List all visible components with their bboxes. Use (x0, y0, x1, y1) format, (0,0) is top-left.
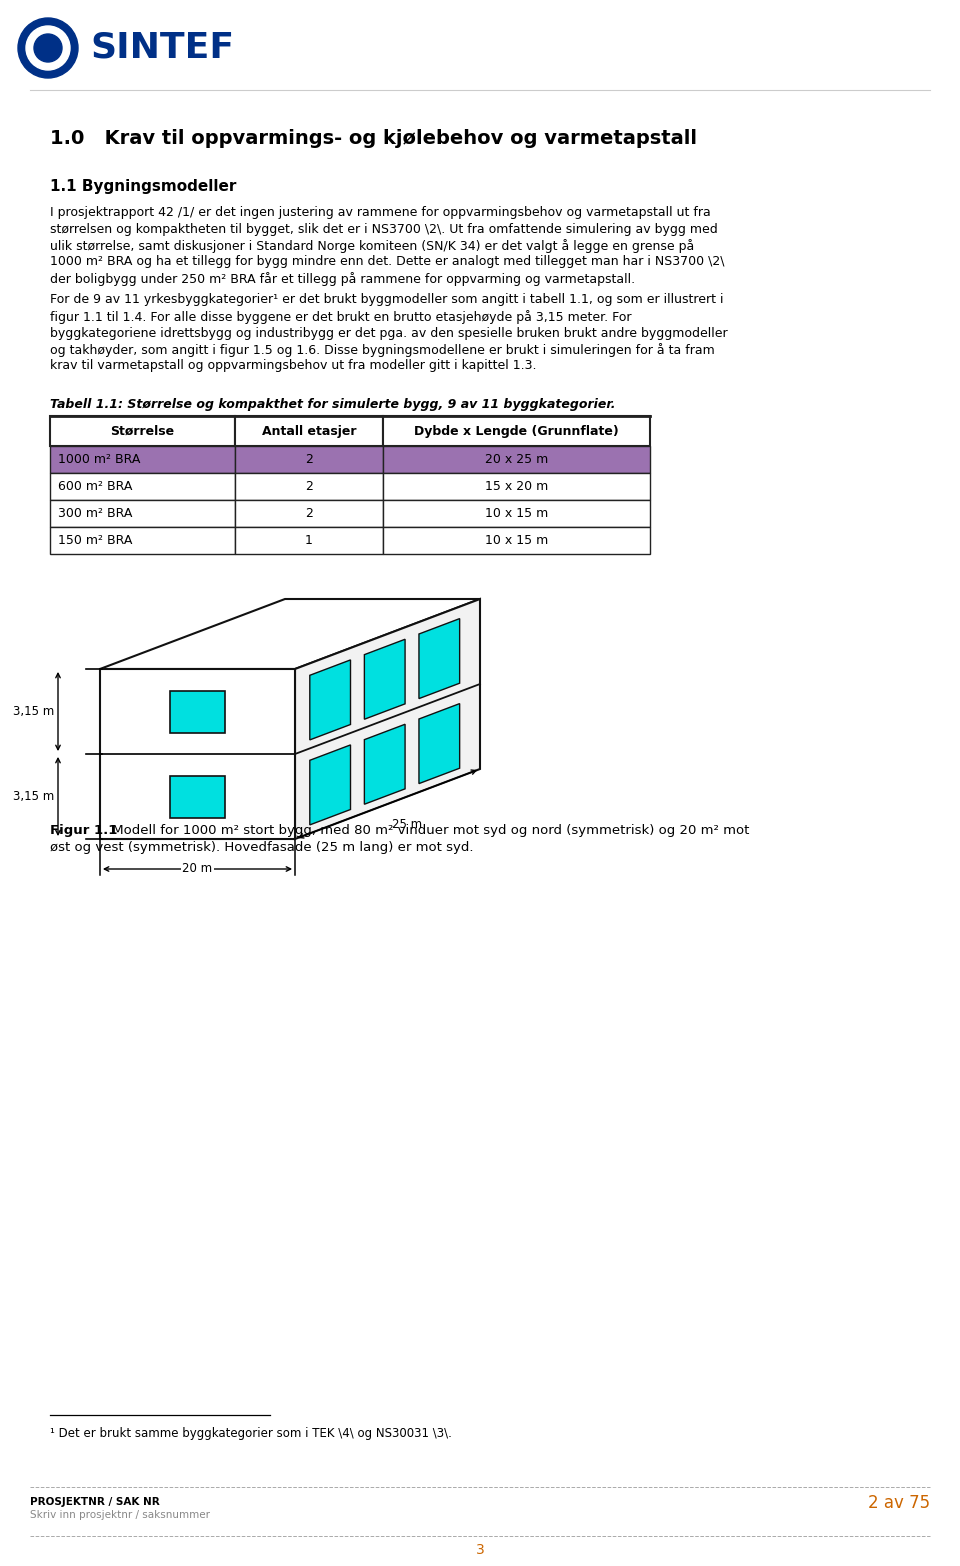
Bar (383, 500, 650, 528)
Bar (170, 691, 225, 733)
Text: Modell for 1000 m² stort bygg, med 80 m² vinduer mot syd og nord (symmetrisk) og: Modell for 1000 m² stort bygg, med 80 m²… (108, 824, 750, 836)
Text: SINTEF: SINTEF (90, 31, 234, 66)
Text: For de 9 av 11 yrkesbyggkategorier¹ er det brukt byggmodeller som angitt i tabel: For de 9 av 11 yrkesbyggkategorier¹ er d… (50, 293, 724, 307)
Text: 10 x 15 m: 10 x 15 m (485, 507, 548, 520)
Bar (383, 473, 650, 500)
Text: 300 m² BRA: 300 m² BRA (58, 507, 132, 520)
Bar (235, 500, 383, 528)
Text: I prosjektrapport 42 /1/ er det ingen justering av rammene for oppvarmingsbehov : I prosjektrapport 42 /1/ er det ingen ju… (50, 207, 710, 219)
Text: ¹ Det er brukt samme byggkategorier som i TEK \4\ og NS30031 \3\.: ¹ Det er brukt samme byggkategorier som … (50, 1427, 452, 1441)
Text: 2 av 75: 2 av 75 (868, 1494, 930, 1513)
Text: 2: 2 (305, 453, 313, 467)
Bar (50, 446, 235, 473)
Bar (383, 446, 650, 473)
Circle shape (34, 34, 62, 63)
Bar (50, 473, 235, 500)
Text: størrelsen og kompaktheten til bygget, slik det er i NS3700 \2\. Ut fra omfatten: størrelsen og kompaktheten til bygget, s… (50, 222, 718, 235)
Text: 10 x 15 m: 10 x 15 m (485, 534, 548, 547)
Text: og takhøyder, som angitt i figur 1.5 og 1.6. Disse bygningsmodellene er brukt i : og takhøyder, som angitt i figur 1.5 og … (50, 343, 715, 357)
Text: PROSJEKTNR / SAK NR: PROSJEKTNR / SAK NR (30, 1497, 159, 1506)
Bar (383, 528, 650, 554)
Bar (50, 528, 235, 554)
Text: krav til varmetapstall og oppvarmingsbehov ut fra modeller gitt i kapittel 1.3.: krav til varmetapstall og oppvarmingsbeh… (50, 360, 537, 373)
Bar (50, 500, 235, 528)
Text: 20 m: 20 m (182, 863, 212, 875)
Text: 3,15 m: 3,15 m (12, 789, 54, 803)
Polygon shape (365, 639, 405, 719)
Bar (235, 417, 383, 446)
Text: 600 m² BRA: 600 m² BRA (58, 481, 132, 493)
Polygon shape (419, 703, 460, 783)
Text: 25 m: 25 m (393, 817, 422, 832)
Polygon shape (419, 619, 460, 698)
Text: 3: 3 (475, 1543, 485, 1557)
Text: byggkategoriene idrettsbygg og industribygg er det pga. av den spesielle bruken : byggkategoriene idrettsbygg og industrib… (50, 326, 728, 340)
Bar (235, 473, 383, 500)
Text: figur 1.1 til 1.4. For alle disse byggene er det brukt en brutto etasjehøyde på : figur 1.1 til 1.4. For alle disse byggen… (50, 310, 632, 324)
Bar (383, 417, 650, 446)
Text: 1.1 Bygningsmodeller: 1.1 Bygningsmodeller (50, 179, 236, 194)
Text: Figur 1.1: Figur 1.1 (50, 824, 117, 836)
Text: 1000 m² BRA og ha et tillegg for bygg mindre enn det. Dette er analogt med tille: 1000 m² BRA og ha et tillegg for bygg mi… (50, 255, 725, 268)
Polygon shape (365, 723, 405, 805)
Text: Tabell 1.1: Størrelse og kompakthet for simulerte bygg, 9 av 11 byggkategorier.: Tabell 1.1: Størrelse og kompakthet for … (50, 398, 615, 410)
Text: 20 x 25 m: 20 x 25 m (485, 453, 548, 467)
Circle shape (26, 27, 70, 70)
Polygon shape (310, 659, 350, 739)
Bar (235, 446, 383, 473)
Text: 15 x 20 m: 15 x 20 m (485, 481, 548, 493)
Text: 2: 2 (305, 507, 313, 520)
Text: øst og vest (symmetrisk). Hovedfasade (25 m lang) er mot syd.: øst og vest (symmetrisk). Hovedfasade (2… (50, 841, 473, 853)
Text: 1000 m² BRA: 1000 m² BRA (58, 453, 140, 467)
Polygon shape (310, 745, 350, 825)
Text: 3,15 m: 3,15 m (12, 705, 54, 717)
Text: 1: 1 (305, 534, 313, 547)
Text: 150 m² BRA: 150 m² BRA (58, 534, 132, 547)
Text: ulik størrelse, samt diskusjoner i Standard Norge komiteen (SN/K 34) er det valg: ulik størrelse, samt diskusjoner i Stand… (50, 240, 694, 254)
Polygon shape (100, 600, 480, 669)
Text: Skriv inn prosjektnr / saksnummer: Skriv inn prosjektnr / saksnummer (30, 1510, 210, 1521)
Text: 2: 2 (305, 481, 313, 493)
Bar (235, 528, 383, 554)
Text: Antall etasjer: Antall etasjer (262, 424, 356, 437)
Text: Størrelse: Størrelse (110, 424, 175, 437)
Circle shape (18, 17, 78, 78)
Text: Dybde x Lengde (Grunnflate): Dybde x Lengde (Grunnflate) (414, 424, 619, 437)
Polygon shape (295, 600, 480, 839)
Text: 1.0   Krav til oppvarmings- og kjølebehov og varmetapstall: 1.0 Krav til oppvarmings- og kjølebehov … (50, 128, 697, 147)
Polygon shape (100, 669, 295, 839)
Bar (50, 417, 235, 446)
Bar (170, 775, 225, 817)
Text: der boligbygg under 250 m² BRA får et tillegg på rammene for oppvarming og varme: der boligbygg under 250 m² BRA får et ti… (50, 272, 636, 287)
